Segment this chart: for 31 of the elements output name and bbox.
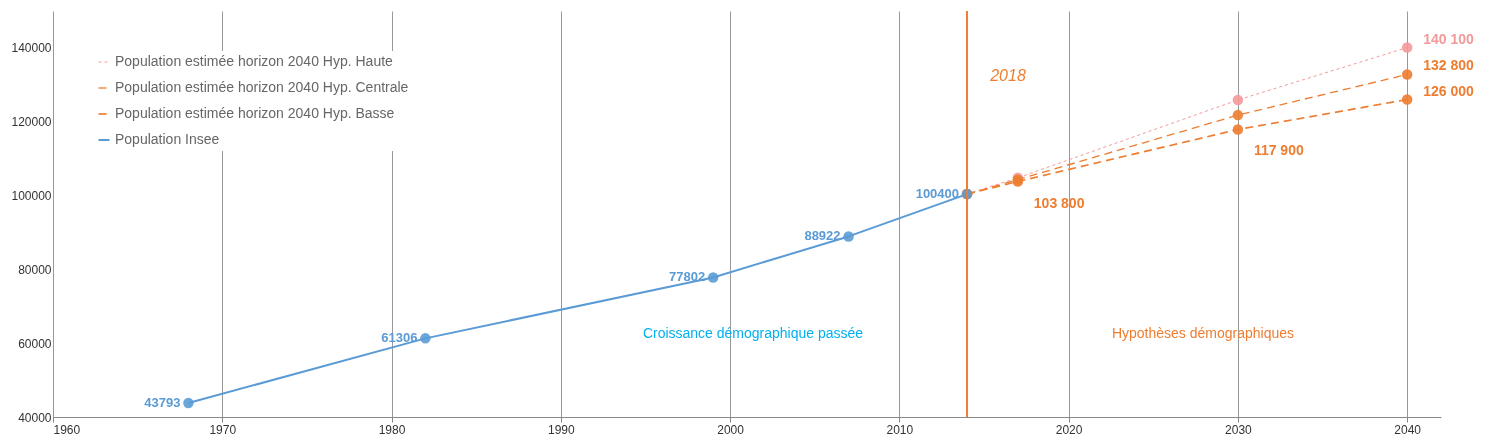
annotation: Croissance démographique passée (642, 325, 864, 341)
data-label: 77802 (668, 269, 706, 285)
data-label: 140 100 (1423, 30, 1474, 47)
x-tick-label: 2020 (1055, 422, 1083, 437)
y-tick-label: 140000 (11, 41, 52, 56)
data-label: 43793 (144, 395, 181, 410)
legend-label: Population Insee (115, 131, 220, 147)
data-label: 88922 (804, 228, 841, 244)
data-label: 126 000 (1423, 82, 1474, 99)
y-tick-label: 120000 (11, 115, 52, 130)
data-label: 103 800 (1033, 194, 1085, 211)
x-tick-label: 2010 (886, 422, 914, 437)
data-label: 117 900 (1253, 142, 1304, 159)
y-tick-label: 60000 (18, 336, 52, 351)
x-tick-label: 2030 (1225, 422, 1253, 437)
y-tick-label: 80000 (18, 262, 52, 277)
annotation: 2018 (989, 67, 1026, 84)
data-label: 100400 (915, 186, 960, 202)
x-tick-label: 1980 (378, 422, 406, 437)
legend-label: Population estimée horizon 2040 Hyp. Haute (115, 53, 394, 69)
y-tick-label: 40000 (18, 410, 52, 425)
data-label: 132 800 (1423, 57, 1474, 74)
legend-label: Population estimée horizon 2040 Hyp. Basse (115, 105, 395, 121)
x-tick-label: 2040 (1394, 422, 1422, 437)
annotation: Hypothèses démographiques (1111, 325, 1295, 341)
y-tick-label: 100000 (11, 189, 52, 204)
legend-label: Population estimée horizon 2040 Hyp. Centrale (115, 79, 409, 95)
x-tick-label: 1960 (53, 422, 81, 437)
x-tick-label: 1970 (209, 422, 237, 437)
x-tick-label: 2000 (717, 422, 745, 437)
x-tick-label: 1990 (547, 422, 575, 437)
